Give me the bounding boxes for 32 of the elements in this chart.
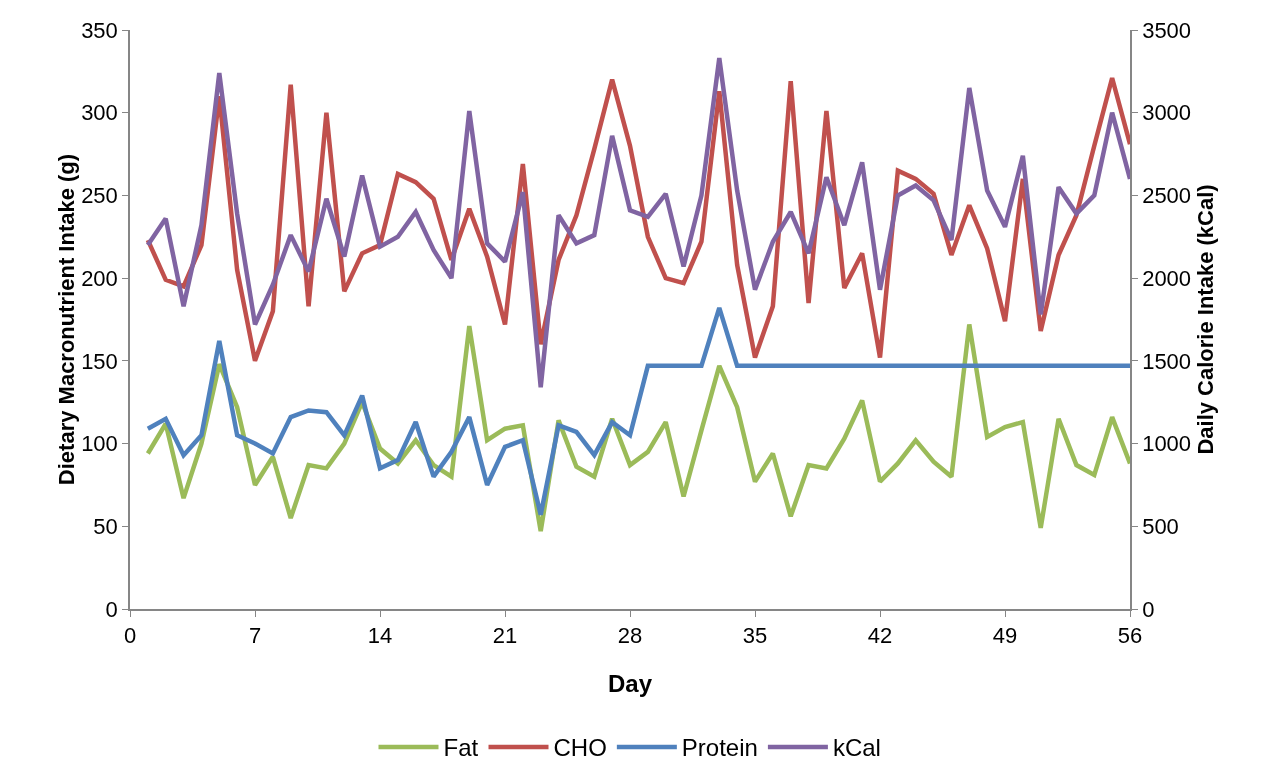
y2-tick-label: 3500: [1142, 17, 1192, 43]
x-tick-label: 28: [617, 623, 643, 649]
legend-label: Fat: [443, 734, 479, 762]
x-tick-label: 49: [992, 623, 1018, 649]
legend-label: CHO: [553, 734, 607, 762]
x-axis-title: Day: [607, 669, 653, 697]
y-tick-label: 50: [93, 513, 118, 539]
y2-tick-label: 3000: [1142, 100, 1192, 126]
y-tick-label: 100: [81, 431, 118, 457]
y-tick-label: 150: [81, 348, 118, 374]
x-tick-label: 56: [1117, 623, 1143, 649]
legend-label: Protein: [681, 734, 758, 762]
y-axis-title: Dietary Macronutrient Intake (g): [54, 153, 80, 486]
y-tick-label: 300: [81, 100, 118, 126]
legend-label: kCal: [832, 734, 881, 762]
x-tick-label: 7: [248, 623, 262, 649]
y2-tick-label: 0: [1142, 596, 1155, 622]
x-tick-label: 35: [742, 623, 768, 649]
x-tick-label: 14: [367, 623, 393, 649]
x-tick-label: 21: [492, 623, 518, 649]
y2-axis-title: Daily Calorie Intake (kCal): [1193, 184, 1219, 455]
y-tick-label: 200: [81, 265, 118, 291]
y-tick-label: 250: [81, 183, 118, 209]
y2-tick-label: 1500: [1142, 348, 1192, 374]
x-tick-label: 42: [867, 623, 893, 649]
y-tick-label: 0: [105, 596, 118, 622]
y-tick-label: 350: [81, 17, 118, 43]
y2-tick-label: 2000: [1142, 265, 1192, 291]
x-tick-label: 0: [123, 623, 137, 649]
y2-tick-label: 2500: [1142, 183, 1192, 209]
y2-tick-label: 1000: [1142, 431, 1192, 457]
y2-tick-label: 500: [1142, 513, 1179, 539]
